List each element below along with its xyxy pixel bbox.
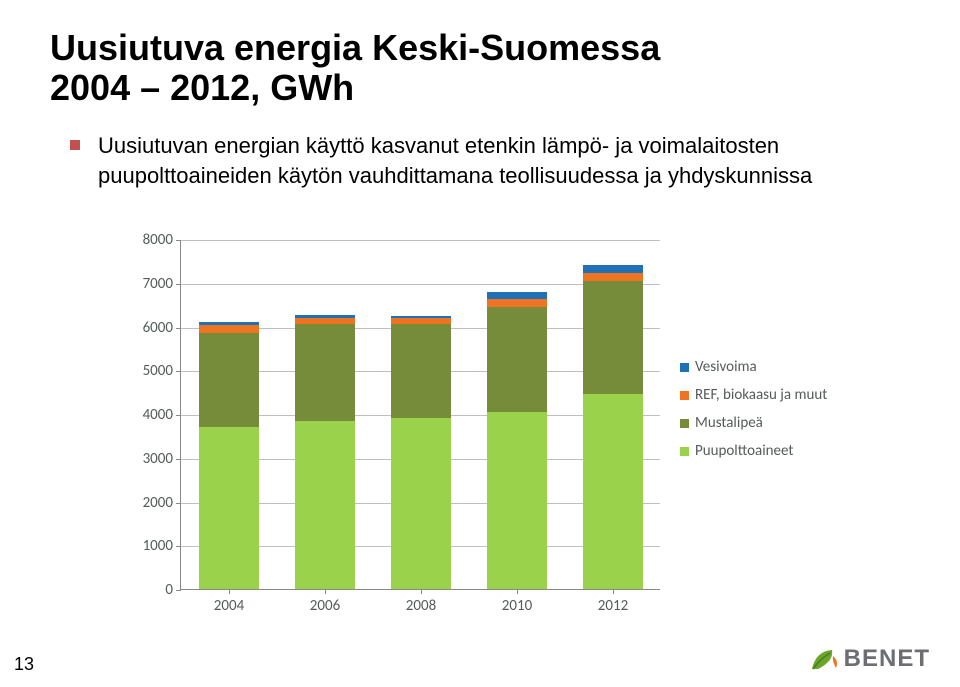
logo-text: BENET	[844, 645, 930, 673]
legend-label: Vesivoima	[695, 358, 757, 376]
y-tick	[176, 590, 181, 591]
y-tick	[176, 459, 181, 460]
legend-item-ref: REF, biokaasu ja muut	[680, 386, 827, 404]
bar-segment-puupolttoaineet	[391, 418, 451, 589]
y-axis-label: 5000	[143, 362, 173, 380]
chart-legend: Vesivoima REF, biokaasu ja muut Mustalipeä…	[680, 358, 827, 470]
y-tick	[176, 371, 181, 372]
x-axis-label: 2004	[214, 597, 244, 615]
legend-label: REF, biokaasu ja muut	[695, 386, 827, 404]
y-axis-label: 1000	[143, 537, 173, 555]
title-line-2: 2004 – 2012, GWh	[50, 67, 354, 108]
y-axis-label: 4000	[143, 406, 173, 424]
y-tick	[176, 503, 181, 504]
bar-segment-mustalipea	[199, 333, 259, 427]
legend-swatch-icon	[680, 363, 689, 372]
leaf-icon	[810, 647, 840, 671]
bar-group	[295, 315, 355, 589]
bullet-item: Uusiutuvan energian käyttö kasvanut eten…	[70, 131, 910, 190]
legend-item-vesivoima: Vesivoima	[680, 358, 827, 376]
x-tick	[229, 589, 230, 594]
legend-swatch-icon	[680, 447, 689, 456]
bar-segment-vesivoima	[487, 292, 547, 300]
bar-group	[199, 322, 259, 589]
bar-segment-mustalipea	[487, 307, 547, 412]
y-tick	[176, 240, 181, 241]
legend-swatch-icon	[680, 419, 689, 428]
y-tick	[176, 284, 181, 285]
legend-item-puupolttoaineet: Puupolttoaineet	[680, 442, 827, 460]
bar-segment-mustalipea	[391, 324, 451, 418]
y-axis-label: 8000	[143, 231, 173, 249]
chart-plot-area: 0100020003000400050006000700080002004200…	[180, 240, 660, 590]
x-tick	[613, 589, 614, 594]
bar-segment-ref	[199, 325, 259, 333]
y-tick	[176, 415, 181, 416]
bar-segment-puupolttoaineet	[487, 412, 547, 589]
y-axis-label: 7000	[143, 275, 173, 293]
bullet-text: Uusiutuvan energian käyttö kasvanut eten…	[98, 131, 878, 190]
y-axis-label: 2000	[143, 494, 173, 512]
x-tick	[517, 589, 518, 594]
gridline	[181, 240, 660, 241]
bar-segment-ref	[583, 273, 643, 280]
chart: 0100020003000400050006000700080002004200…	[120, 240, 840, 635]
benet-logo: BENET	[810, 645, 930, 673]
x-tick	[325, 589, 326, 594]
x-axis-label: 2006	[310, 597, 340, 615]
bar-segment-mustalipea	[295, 324, 355, 420]
bar-group	[583, 265, 643, 589]
bar-group	[487, 292, 547, 590]
title-line-1: Uusiutuva energia Keski-Suomessa	[50, 27, 660, 68]
slide-title: Uusiutuva energia Keski-Suomessa 2004 – …	[50, 28, 910, 107]
legend-swatch-icon	[680, 391, 689, 400]
bar-segment-ref	[487, 299, 547, 306]
legend-item-mustalipea: Mustalipeä	[680, 414, 827, 432]
x-axis-label: 2008	[406, 597, 436, 615]
y-tick	[176, 546, 181, 547]
bar-group	[391, 316, 451, 589]
legend-label: Puupolttoaineet	[695, 442, 793, 460]
y-axis-label: 6000	[143, 319, 173, 337]
legend-label: Mustalipeä	[695, 414, 763, 432]
bar-segment-mustalipea	[583, 281, 643, 395]
x-axis-label: 2010	[502, 597, 532, 615]
page-number: 13	[14, 654, 34, 675]
bar-segment-puupolttoaineet	[583, 394, 643, 589]
slide: Uusiutuva energia Keski-Suomessa 2004 – …	[0, 0, 960, 687]
y-axis-label: 0	[165, 581, 173, 599]
bar-segment-puupolttoaineet	[295, 421, 355, 589]
x-tick	[421, 589, 422, 594]
x-axis-label: 2012	[598, 597, 628, 615]
y-axis-label: 3000	[143, 450, 173, 468]
bar-segment-puupolttoaineet	[199, 427, 259, 589]
bar-segment-vesivoima	[583, 265, 643, 273]
y-tick	[176, 328, 181, 329]
bullet-marker-icon	[70, 140, 80, 150]
